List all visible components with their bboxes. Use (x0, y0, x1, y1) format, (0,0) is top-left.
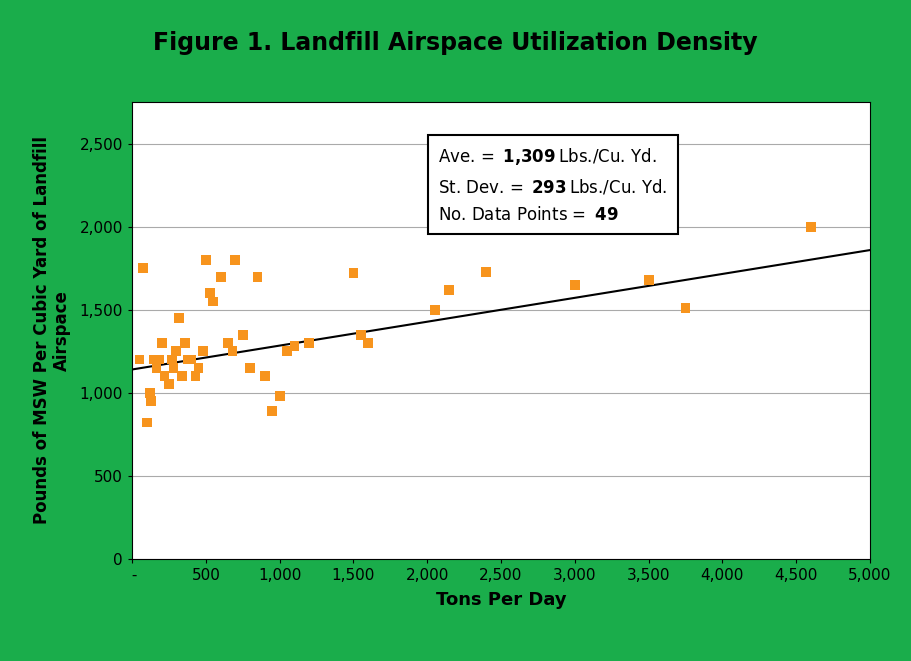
X-axis label: Tons Per Day: Tons Per Day (435, 591, 567, 609)
Point (280, 346, 294, 356)
Point (178, 338, 192, 348)
Point (199, 254, 213, 265)
Point (361, 338, 375, 348)
Point (132, 354, 147, 365)
Point (442, 285, 456, 295)
Y-axis label: Pounds of MSW Per Cubic Yard of Landfill
Airspace: Pounds of MSW Per Cubic Yard of Landfill… (33, 137, 71, 524)
Point (206, 296, 220, 307)
Point (213, 271, 228, 282)
Point (265, 406, 280, 416)
Point (272, 391, 287, 401)
Point (243, 362, 258, 373)
Point (154, 338, 169, 348)
Point (427, 305, 442, 315)
Point (162, 379, 177, 390)
Point (149, 362, 164, 373)
Point (189, 371, 203, 381)
Point (353, 329, 368, 340)
Point (196, 346, 210, 356)
Point (147, 354, 161, 365)
Point (220, 338, 235, 348)
Point (142, 387, 157, 398)
Point (225, 346, 240, 356)
Point (175, 371, 189, 381)
Point (181, 354, 196, 365)
Point (258, 371, 272, 381)
Point (203, 288, 218, 299)
Point (568, 280, 582, 290)
Point (251, 271, 265, 282)
Point (166, 362, 180, 373)
Point (235, 329, 250, 340)
Point (151, 354, 166, 365)
Point (165, 354, 179, 365)
Point (172, 313, 187, 323)
Point (804, 221, 818, 232)
Point (479, 266, 494, 277)
Point (169, 346, 184, 356)
Point (287, 341, 302, 352)
Point (158, 371, 172, 381)
Point (136, 263, 150, 274)
Point (184, 354, 199, 365)
Point (641, 274, 656, 285)
Text: Figure 1. Landfill Airspace Utilization Density: Figure 1. Landfill Airspace Utilization … (153, 31, 758, 55)
Point (678, 303, 693, 313)
Text: Ave. =  $\mathbf{1{,}309}$ Lbs./Cu. Yd.
St. Dev. =  $\mathbf{293}$ Lbs./Cu. Yd.
: Ave. = $\mathbf{1{,}309}$ Lbs./Cu. Yd. S… (438, 146, 668, 224)
Point (302, 338, 316, 348)
Point (228, 254, 242, 265)
Point (191, 362, 206, 373)
Point (139, 417, 154, 428)
Point (144, 396, 159, 407)
Point (346, 268, 361, 278)
